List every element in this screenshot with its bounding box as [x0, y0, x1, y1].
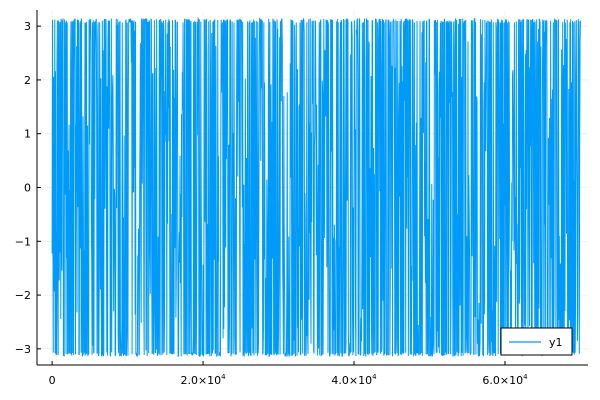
y-tick-label: −1 [15, 235, 31, 248]
y-tick-label: 3 [24, 20, 31, 33]
legend-label-y1: y1 [549, 336, 563, 349]
y-tick-label: −2 [15, 289, 31, 302]
y-tick-label: 1 [24, 128, 31, 141]
x-tick-label: 6.0×104 [482, 373, 528, 387]
y-tick-label: −3 [15, 343, 31, 356]
y-tick-label: 2 [24, 74, 31, 87]
series-line-y1 [51, 17, 581, 358]
x-tick-label: 0 [49, 374, 56, 387]
x-tick-label: 4.0×104 [331, 373, 377, 387]
x-tick-label: 2.0×104 [180, 373, 226, 387]
y-tick-label: 0 [24, 182, 31, 195]
series-layer [51, 17, 581, 358]
ticks: 0 2.0×104 4.0×104 6.0×104 −3 −2 −1 0 1 2 3 [15, 20, 528, 387]
legend: y1 [500, 327, 573, 356]
